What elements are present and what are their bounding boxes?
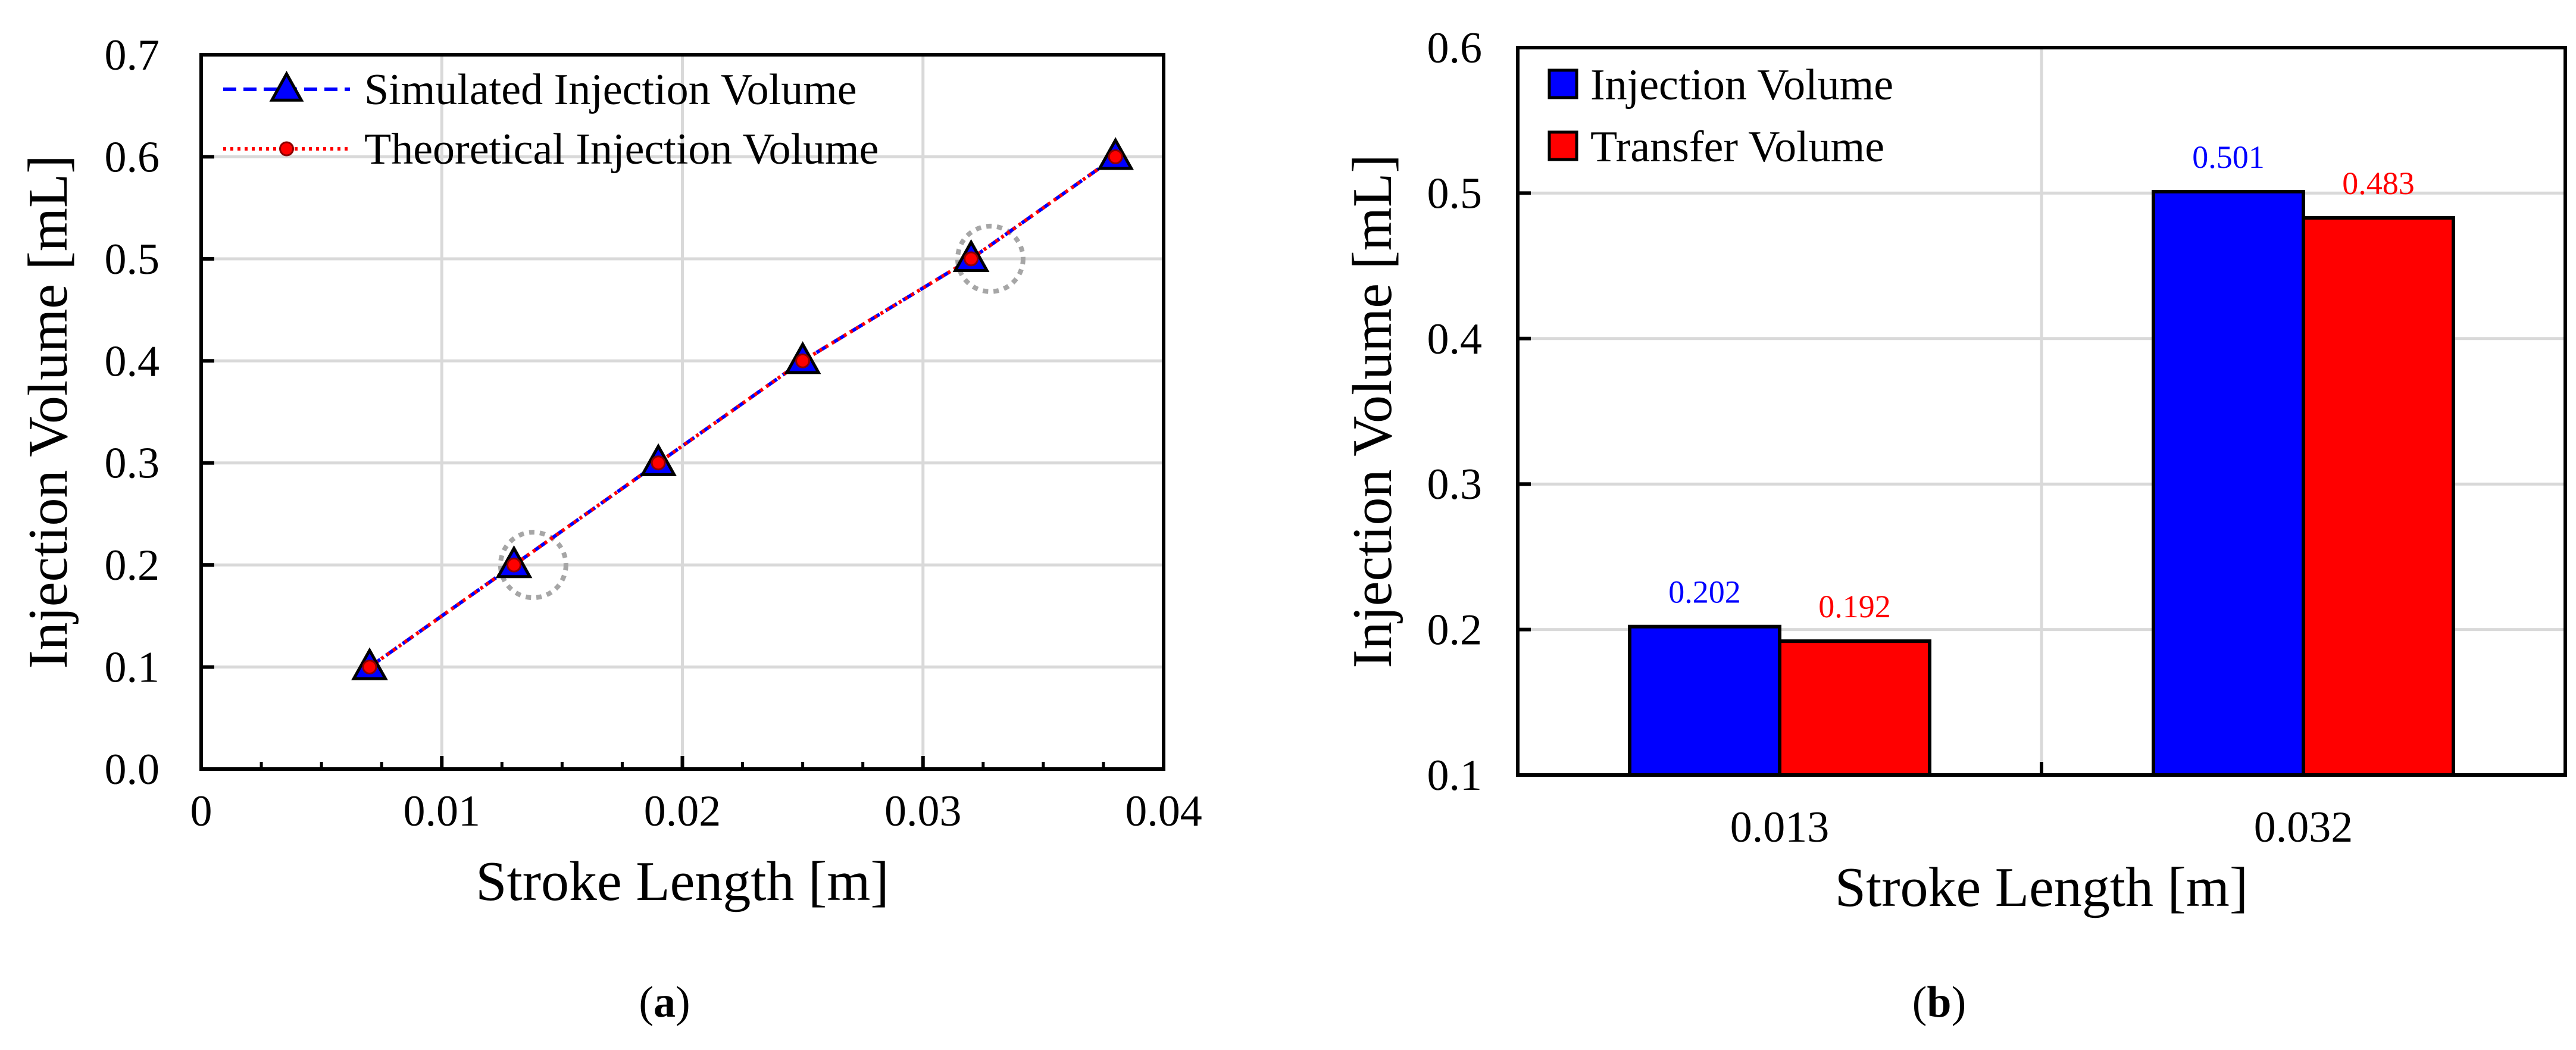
y-tick-label: 0.3 (1427, 460, 1483, 509)
bar-transfer-volume (1778, 639, 1931, 777)
theoretical-point-marker (651, 455, 666, 471)
y-tick-label: 0.1 (1427, 751, 1483, 800)
y-axis-label: Injection Volume [mL] (17, 155, 79, 668)
data-label-injection: 0.501 (2192, 139, 2265, 175)
x-tick-label: 0.04 (1125, 787, 1202, 836)
panel-label-a: (a) (639, 978, 690, 1027)
legend-label-theoretical: Theoretical Injection Volume (364, 125, 879, 174)
series-line-theoretical (368, 155, 1117, 669)
y-axis-label: Injection Volume [mL] (1342, 154, 1403, 668)
x-axis-label: Stroke Length [m] (476, 851, 889, 912)
data-label-transfer: 0.483 (2342, 165, 2415, 201)
x-category-label: 0.032 (2254, 803, 2353, 852)
legend-label-transfer: Transfer Volume (1590, 123, 1884, 171)
chart-panel-a: 0 0.01 0.02 0.03 0.04 0.0 0.1 0.2 0.3 0.4 0.5 0.6 0.… (17, 31, 1202, 1027)
x-tick-label: 0 (190, 787, 212, 836)
y-tick-label: 0.4 (1427, 315, 1483, 364)
legend-marker-simulated (269, 70, 304, 102)
legend-marker-theoretical (279, 141, 294, 157)
x-tick-label: 0.03 (884, 787, 962, 836)
y-tick-label: 0.6 (105, 133, 160, 182)
y-tick-label: 0.3 (105, 439, 160, 488)
panel-label-b: (b) (1912, 978, 1966, 1027)
y-tick-label: 0.2 (1427, 606, 1483, 655)
legend-label-injection: Injection Volume (1590, 61, 1893, 110)
theoretical-point-marker (964, 251, 979, 267)
highlight-circle-annotation (955, 223, 1026, 294)
highlight-circle-annotation (498, 530, 568, 601)
theoretical-point-marker (795, 353, 811, 368)
y-tick-label: 0.5 (105, 235, 160, 284)
bar-injection-volume (1628, 624, 1781, 777)
data-label-transfer: 0.192 (1818, 589, 1891, 624)
series-line-simulated (368, 155, 1117, 669)
y-tick-label: 0.0 (105, 745, 160, 794)
data-label-injection: 0.202 (1668, 574, 1741, 610)
x-tick-label: 0.01 (404, 787, 481, 836)
y-tick-label: 0.2 (105, 541, 160, 590)
y-tick-label: 0.1 (105, 643, 160, 692)
y-tick-label: 0.7 (105, 31, 160, 80)
legend-label-simulated: Simulated Injection Volume (364, 65, 857, 114)
y-tick-label: 0.4 (105, 337, 160, 386)
y-tick-label: 0.6 (1427, 24, 1483, 73)
x-category-label: 0.013 (1730, 803, 1830, 852)
theoretical-point-marker (507, 557, 522, 573)
chart-panel-b: 0.1 0.2 0.3 0.4 0.5 0.6 0.202 0.192 0.013 0.501 0.… (1342, 24, 2567, 1027)
theoretical-point-marker (1108, 149, 1123, 164)
x-tick-label: 0.02 (644, 787, 721, 836)
theoretical-point-marker (362, 660, 377, 675)
y-tick-label: 0.5 (1427, 169, 1483, 218)
bar-transfer-volume (2302, 215, 2455, 777)
bar-injection-volume (2152, 189, 2305, 777)
legend-swatch-injection (1548, 68, 1578, 99)
legend-swatch-transfer (1548, 130, 1578, 161)
x-axis-label: Stroke Length [m] (1835, 857, 2248, 918)
